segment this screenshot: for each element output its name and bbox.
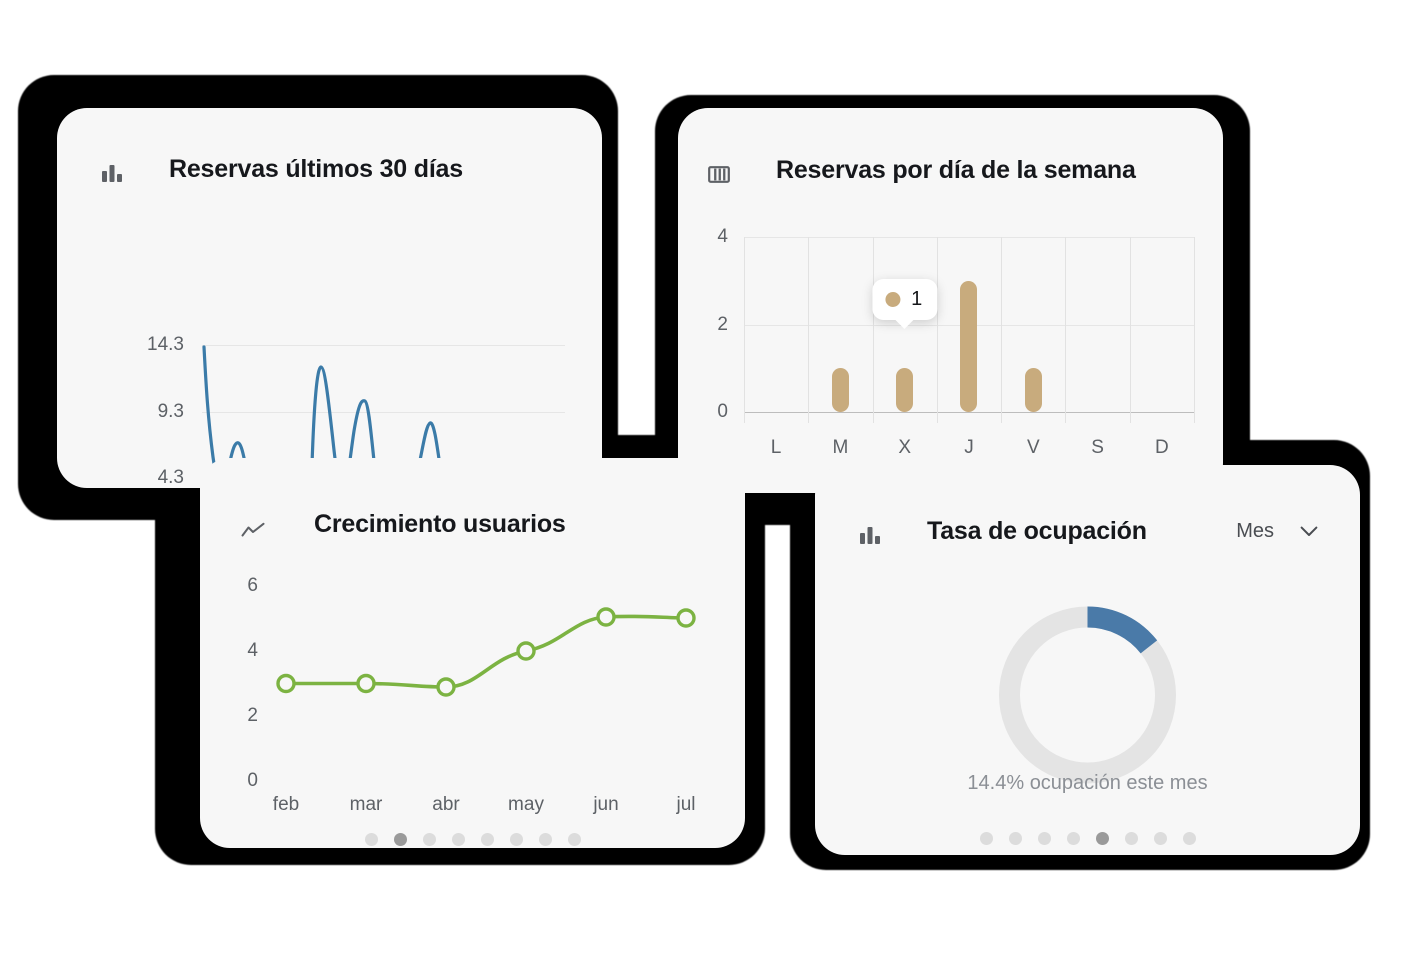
x-axis-tick-label: jun	[593, 794, 619, 815]
card-title: Crecimiento usuarios	[314, 510, 566, 538]
y-axis-tick-label: 4	[717, 226, 728, 247]
y-axis-tick-label: 0	[717, 401, 728, 422]
x-axis-tick-label: V	[1026, 437, 1040, 458]
line-chart-crecimiento-usuarios[interactable]: 6 4 2 0 feb mar abr may jun jul	[247, 575, 696, 815]
x-axis-tick-label: may	[508, 794, 544, 815]
pagination-dot-5[interactable]	[480, 833, 494, 846]
pagination-dot-3[interactable]	[1037, 832, 1051, 845]
gridline	[1065, 237, 1067, 423]
period-select[interactable]: Mes	[1236, 520, 1318, 543]
x-axis-tick-label: X	[898, 437, 912, 458]
y-axis-tick-label: 9.3	[157, 400, 184, 422]
x-axis-tick-label: J	[964, 437, 974, 458]
x-axis-tick-label: L	[770, 437, 782, 458]
gridline	[744, 237, 745, 423]
chart-tooltip: 1	[872, 279, 938, 329]
tooltip-value: 1	[911, 288, 923, 310]
pagination-dot-8[interactable]	[1182, 832, 1196, 845]
pagination-dot-7[interactable]	[1153, 832, 1167, 845]
bar-X[interactable]	[896, 368, 914, 412]
period-select-value: Mes	[1236, 520, 1274, 542]
gridline	[744, 412, 1194, 413]
carousel-pagination[interactable]	[364, 833, 581, 846]
x-axis-tick-label: M	[832, 437, 849, 458]
card-title: Reservas últimos 30 días	[169, 155, 463, 183]
x-axis-tick-label: abr	[432, 794, 460, 815]
card-reservas-30-dias[interactable]: Reservas últimos 30 días 14.3 9.3 4.3 -0…	[57, 108, 602, 488]
bar-J[interactable]	[960, 280, 978, 412]
pagination-dot-7[interactable]	[538, 833, 552, 846]
gridline	[202, 411, 565, 413]
pagination-dot-1[interactable]	[979, 832, 993, 845]
pagination-dot-4[interactable]	[451, 833, 465, 846]
gridline	[1001, 237, 1003, 423]
card-title: Reservas por día de la semana	[776, 156, 1136, 184]
card-crecimiento-usuarios[interactable]: Crecimiento usuarios 6 4 2 0	[200, 458, 745, 848]
card-header: Reservas últimos 30 días	[57, 155, 602, 184]
line-series-path	[276, 607, 696, 697]
card-header: Tasa de ocupación Mes	[815, 517, 1360, 546]
donut-chart-tasa-ocupacion[interactable]	[815, 595, 1360, 795]
tooltip-series-dot	[885, 292, 901, 307]
pagination-dot-5[interactable]	[1095, 832, 1109, 845]
bar-chart-icon	[99, 157, 125, 183]
y-axis-tick-label: 4	[247, 640, 258, 661]
y-axis-tick-label: 0	[247, 770, 258, 791]
y-axis-tick-label: 2	[717, 313, 728, 335]
pagination-dot-8[interactable]	[567, 833, 581, 846]
tooltip-arrow	[893, 318, 916, 329]
pagination-dot-6[interactable]	[1124, 832, 1138, 845]
pagination-dot-2[interactable]	[1008, 832, 1022, 845]
pagination-dot-2[interactable]	[393, 833, 407, 846]
card-reservas-dia-semana[interactable]: Reservas por día de la semana	[678, 108, 1223, 493]
x-axis-tick-label: feb	[272, 794, 300, 815]
gridline	[744, 237, 1194, 238]
trending-up-icon	[240, 512, 266, 538]
x-axis-tick-label: jul	[676, 794, 696, 815]
pagination-dot-4[interactable]	[1066, 832, 1080, 845]
bar-M[interactable]	[831, 368, 849, 412]
gridline	[808, 237, 810, 423]
card-header: Reservas por día de la semana	[678, 156, 1223, 185]
pagination-dot-3[interactable]	[422, 833, 436, 846]
donut-series	[999, 606, 1176, 784]
bar-chart-reservas-dia-semana[interactable]: 1 4 2 0 L M X J V S D	[717, 226, 1195, 458]
card-title: Tasa de ocupación	[927, 517, 1147, 545]
gridline	[936, 237, 938, 423]
gridline	[1194, 237, 1195, 423]
carousel-pagination[interactable]	[979, 832, 1196, 845]
bar-V[interactable]	[1024, 368, 1042, 412]
y-axis-tick-label: 4.3	[157, 467, 184, 488]
card-tasa-ocupacion[interactable]: Tasa de ocupación Mes	[815, 465, 1360, 855]
column-chart-icon	[706, 158, 732, 184]
occupancy-caption: 14.4% ocupación este mes	[967, 772, 1208, 794]
card-header: Crecimiento usuarios	[200, 510, 745, 539]
gridline	[1129, 237, 1131, 423]
pagination-dot-1[interactable]	[364, 833, 378, 846]
gridline	[202, 345, 565, 346]
chevron-down-icon	[1300, 526, 1318, 536]
bar-chart-icon	[857, 519, 883, 545]
y-axis-tick-label: 2	[247, 705, 258, 726]
x-axis-tick-label: mar	[349, 794, 383, 815]
y-axis-tick-label: 6	[247, 575, 258, 596]
gridline	[872, 237, 874, 423]
pagination-dot-6[interactable]	[509, 833, 523, 846]
x-axis-tick-label: D	[1155, 437, 1169, 458]
x-axis-tick-label: S	[1091, 437, 1104, 458]
y-axis-tick-label: 14.3	[147, 334, 184, 355]
